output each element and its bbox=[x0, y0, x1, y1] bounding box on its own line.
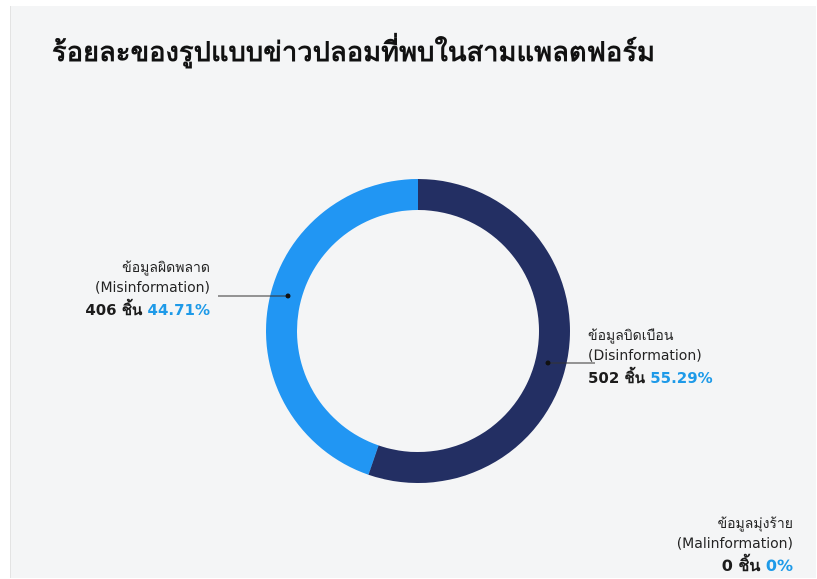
label-misinformation-en: (Misinformation) bbox=[95, 280, 210, 296]
malinformation-count: 0 ชิ้น bbox=[721, 556, 761, 575]
donut-slice-disinformation bbox=[368, 179, 570, 483]
label-disinformation-stat: 502 ชิ้น 55.29% bbox=[588, 368, 788, 388]
label-malinformation-stat: 0 ชิ้น 0% bbox=[600, 556, 793, 576]
label-misinformation-th: ข้อมูลผิดพลาด bbox=[122, 260, 210, 276]
label-misinformation: ข้อมูลผิดพลาด (Misinformation) 406 ชิ้น … bbox=[20, 258, 210, 320]
disinformation-percent: 55.29% bbox=[650, 369, 713, 387]
leader-line-misinformation-dot bbox=[285, 293, 291, 299]
label-malinformation-th: ข้อมูลมุ่งร้าย bbox=[717, 516, 793, 532]
label-malinformation: ข้อมูลมุ่งร้าย (Malinformation) 0 ชิ้น 0… bbox=[600, 514, 793, 576]
disinformation-count: 502 ชิ้น bbox=[588, 369, 645, 387]
label-misinformation-stat: 406 ชิ้น 44.71% bbox=[20, 300, 210, 320]
misinformation-count: 406 ชิ้น bbox=[85, 301, 143, 319]
malinformation-percent: 0% bbox=[765, 556, 793, 575]
chart-title: ร้อยละของรูปแบบข่าวปลอมที่พบในสามแพลตฟอร… bbox=[52, 37, 656, 68]
label-disinformation: ข้อมูลบิดเบือน (Disinformation) 502 ชิ้น… bbox=[588, 326, 788, 388]
leader-line-disinformation-dot bbox=[545, 360, 551, 366]
misinformation-percent: 44.71% bbox=[147, 301, 210, 319]
label-disinformation-th: ข้อมูลบิดเบือน bbox=[588, 328, 674, 344]
donut-slice-misinformation bbox=[266, 179, 418, 475]
label-malinformation-en: (Malinformation) bbox=[676, 536, 793, 552]
label-disinformation-en: (Disinformation) bbox=[588, 348, 702, 364]
